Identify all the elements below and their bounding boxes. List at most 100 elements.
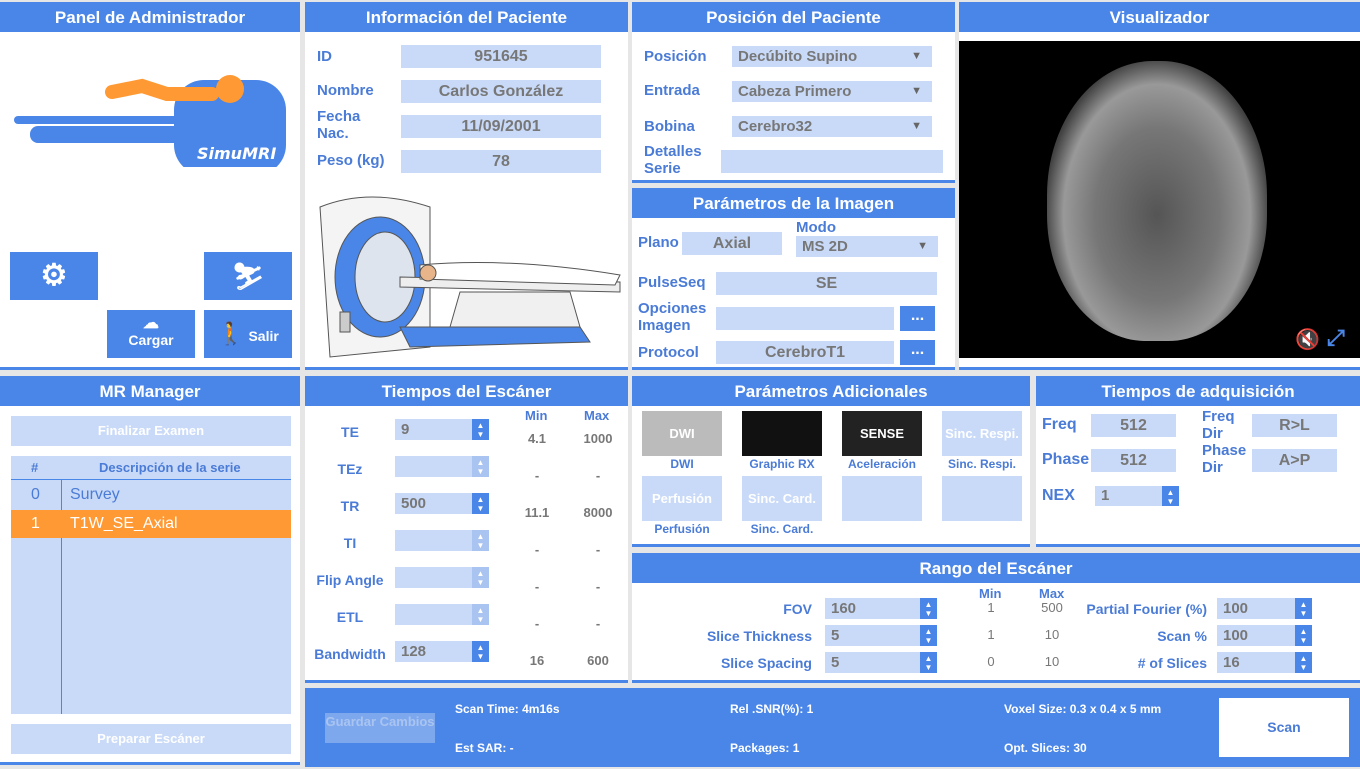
spinner-arrows-icon[interactable]: ▲ ▼ xyxy=(472,456,489,477)
time-param-value: 128 xyxy=(401,643,427,660)
protocol-more-button[interactable]: ... xyxy=(900,340,935,365)
dob-label: Fecha Nac. xyxy=(317,108,361,142)
spinner-arrows-icon[interactable]: ▲ ▼ xyxy=(1162,486,1179,506)
load-button[interactable]: ☁ Cargar xyxy=(107,310,195,358)
expand-icon[interactable]: ⤢ xyxy=(1327,325,1345,350)
range-param-max: 10 xyxy=(1044,654,1060,669)
phase-label: Phase xyxy=(1042,451,1090,468)
time-param-max: 8000 xyxy=(583,505,613,520)
time-param-min: - xyxy=(534,616,540,631)
gears-icon: ⚙ xyxy=(40,259,68,292)
tile-button[interactable] xyxy=(942,476,1022,521)
table-row[interactable]: 0 Survey xyxy=(11,481,291,509)
dob-field[interactable]: 11/09/2001 xyxy=(401,115,601,138)
pulseseq-label: PulseSeq xyxy=(638,274,706,291)
time-param-value: 9 xyxy=(401,421,410,438)
id-field[interactable]: 951645 xyxy=(401,45,601,68)
tile-button[interactable]: Perfusión xyxy=(642,476,722,521)
time-param-spinner[interactable]: ▲ ▼ xyxy=(395,604,489,625)
series-details-field[interactable] xyxy=(721,150,943,173)
mode-value: MS 2D xyxy=(802,238,848,255)
tile-button[interactable]: Sinc. Card. xyxy=(742,476,822,521)
tile-button[interactable] xyxy=(842,476,922,521)
rel-snr: Rel .SNR(%): 1 xyxy=(730,702,814,716)
time-param-spinner[interactable]: ▲ ▼ xyxy=(395,456,489,477)
tile-button[interactable]: SENSE xyxy=(842,411,922,456)
range-param-spinner[interactable]: 160 ▲ ▼ xyxy=(825,598,937,619)
spinner-arrows-icon[interactable]: ▲ ▼ xyxy=(920,598,937,619)
spinner-arrows-icon[interactable]: ▲ ▼ xyxy=(472,604,489,625)
weight-field[interactable]: 78 xyxy=(401,150,601,173)
position-select[interactable]: Decúbito Supino xyxy=(732,46,932,67)
spinner-arrows-icon[interactable]: ▲ ▼ xyxy=(472,493,489,514)
mode-select[interactable]: MS 2D xyxy=(796,236,938,257)
coil-value: Cerebro32 xyxy=(738,118,813,135)
plane-field[interactable]: Axial xyxy=(682,232,782,255)
spinner-arrows-icon[interactable]: ▲ ▼ xyxy=(472,530,489,551)
tile-button[interactable] xyxy=(742,411,822,456)
phase-field[interactable]: 512 xyxy=(1091,449,1176,472)
entry-select[interactable]: Cabeza Primero xyxy=(732,81,932,102)
prepare-scanner-button[interactable]: Preparar Escáner xyxy=(11,724,291,754)
nex-spinner[interactable]: 1 ▲ ▼ xyxy=(1095,486,1179,506)
freq-dir-field[interactable]: R>L xyxy=(1252,414,1337,437)
tile-button[interactable]: DWI xyxy=(642,411,722,456)
range-param-spinner[interactable]: 5 ▲ ▼ xyxy=(825,652,937,673)
scan-button[interactable]: Scan xyxy=(1219,698,1349,757)
finish-exam-button[interactable]: Finalizar Examen xyxy=(11,416,291,446)
coil-select[interactable]: Cerebro32 xyxy=(732,116,932,137)
time-param-label: ETL xyxy=(336,609,364,625)
opt-slices: Opt. Slices: 30 xyxy=(1004,741,1087,755)
patient-position-button[interactable]: ⛷ xyxy=(204,252,292,300)
scanner-times-title: Tiempos del Escáner xyxy=(305,376,628,406)
spinner-arrows-icon[interactable]: ▲ ▼ xyxy=(1295,598,1312,619)
table-row-selected[interactable]: 1 T1W_SE_Axial xyxy=(11,510,291,538)
tile-caption: Sinc. Respi. xyxy=(947,457,1017,471)
time-param-spinner[interactable]: ▲ ▼ xyxy=(395,567,489,588)
tile-text: Perfusión xyxy=(652,490,712,506)
protocol-field[interactable]: CerebroT1 xyxy=(716,341,894,364)
svg-text:SimuMRI: SimuMRI xyxy=(197,144,276,163)
mute-icon[interactable]: 🔇 xyxy=(1295,329,1320,351)
range-param-spinner[interactable]: 16 ▲ ▼ xyxy=(1217,652,1312,673)
range-param-spinner[interactable]: 100 ▲ ▼ xyxy=(1217,598,1312,619)
col-desc-header: Descripción de la serie xyxy=(99,460,241,475)
row-desc: Survey xyxy=(70,486,120,503)
range-param-spinner[interactable]: 100 ▲ ▼ xyxy=(1217,625,1312,646)
scanner-times-panel: Tiempos del Escáner Min Max TE 9 ▲ ▼ 4.1 1… xyxy=(305,376,628,683)
time-param-spinner[interactable]: 9 ▲ ▼ xyxy=(395,419,489,440)
time-param-min: 16 xyxy=(529,653,545,668)
time-param-spinner[interactable]: ▲ ▼ xyxy=(395,530,489,551)
time-param-min: 4.1 xyxy=(527,431,547,446)
time-param-spinner[interactable]: 128 ▲ ▼ xyxy=(395,641,489,662)
spinner-arrows-icon[interactable]: ▲ ▼ xyxy=(920,625,937,646)
admin-panel: Panel de Administrador SimuMRI ⚙ ⛷ ☁ Carg… xyxy=(0,2,300,370)
exit-button[interactable]: 🚶 Salir xyxy=(204,310,292,358)
freq-field[interactable]: 512 xyxy=(1091,414,1176,437)
spinner-arrows-icon[interactable]: ▲ ▼ xyxy=(1295,625,1312,646)
image-options-field[interactable] xyxy=(716,307,894,330)
plane-label: Plano xyxy=(638,234,679,251)
position-title: Posición del Paciente xyxy=(632,2,955,32)
tile-button[interactable]: Sinc. Respi. xyxy=(942,411,1022,456)
range-param-spinner[interactable]: 5 ▲ ▼ xyxy=(825,625,937,646)
acquisition-panel: Tiempos de adquisición Freq 512 Phase 51… xyxy=(1036,376,1360,547)
settings-button[interactable]: ⚙ xyxy=(10,252,98,300)
spinner-arrows-icon[interactable]: ▲ ▼ xyxy=(920,652,937,673)
time-param-spinner[interactable]: 500 ▲ ▼ xyxy=(395,493,489,514)
freq-label: Freq xyxy=(1042,416,1077,433)
name-field[interactable]: Carlos González xyxy=(401,80,601,103)
mri-image: 🔇 ⤢ xyxy=(959,41,1360,358)
spinner-arrows-icon[interactable]: ▲ ▼ xyxy=(1295,652,1312,673)
range-param-value: 100 xyxy=(1223,600,1249,617)
scanner-range-panel: Rango del Escáner Min Max FOV 160 ▲ ▼ 1 50… xyxy=(632,553,1360,683)
spinner-arrows-icon[interactable]: ▲ ▼ xyxy=(472,567,489,588)
tile-caption: Aceleración xyxy=(847,457,917,471)
spinner-arrows-icon[interactable]: ▲ ▼ xyxy=(472,419,489,440)
image-options-more-button[interactable]: ... xyxy=(900,306,935,331)
save-changes-button[interactable]: Guardar Cambios xyxy=(325,713,435,743)
time-param-value: 500 xyxy=(401,495,427,512)
phase-dir-field[interactable]: A>P xyxy=(1252,449,1337,472)
pulseseq-field[interactable]: SE xyxy=(716,272,937,295)
spinner-arrows-icon[interactable]: ▲ ▼ xyxy=(472,641,489,662)
